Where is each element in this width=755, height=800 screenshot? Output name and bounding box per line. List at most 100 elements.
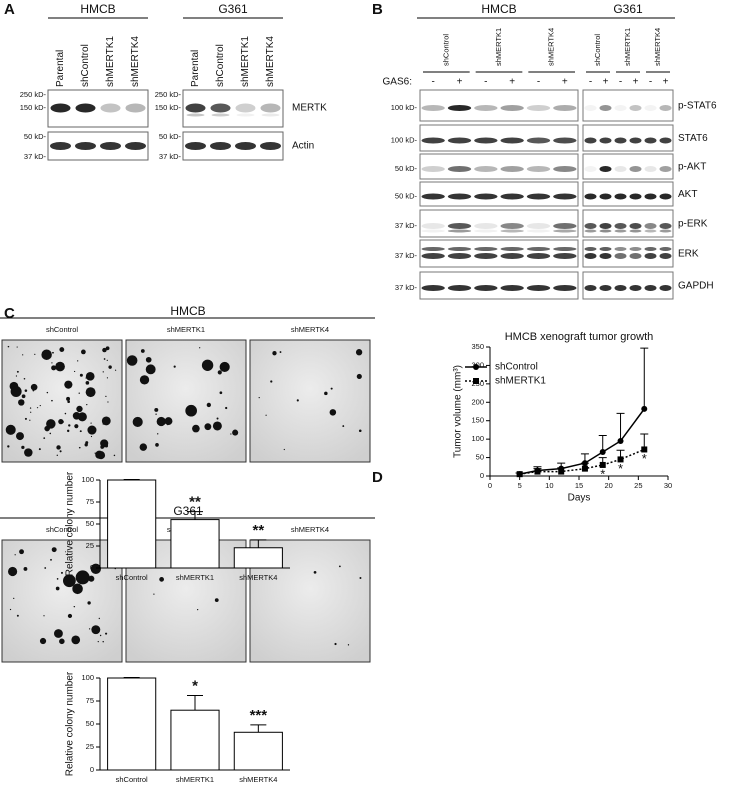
point [599,461,606,468]
colony [79,373,83,377]
band [553,105,577,111]
colony [100,445,105,449]
colony [74,424,79,429]
colony [43,437,46,439]
x-tick-label: shMERTK4 [239,775,277,784]
colony [214,598,219,603]
band [629,223,642,229]
treatment-state: - [484,77,487,88]
colony [85,381,90,385]
band [75,142,96,150]
point [641,446,648,453]
blot [582,271,674,300]
band [644,193,657,200]
bar [107,677,157,771]
row-label: GAPDH [678,281,714,292]
colony [51,399,53,402]
colony [34,353,36,355]
colony [66,429,70,433]
band [599,253,612,259]
x-tick-label: 20 [604,481,612,490]
colony [126,355,138,366]
colony [107,401,109,403]
band [659,105,672,111]
band [644,247,657,251]
band [421,137,445,144]
treatment-state: - [537,77,540,88]
colony [105,346,110,351]
band [500,137,524,144]
y-axis-label: Relative colony number [65,671,76,776]
colony [56,578,59,580]
colony [38,448,41,451]
colony [16,370,19,373]
band [500,229,524,233]
colony [91,625,101,635]
band [553,166,577,172]
colony [139,443,148,451]
size-marker: 150 kD- [20,103,47,112]
colony [78,392,80,394]
x-tick-label: 5 [518,481,522,490]
colony [16,432,24,441]
band [474,105,498,111]
band [614,137,627,144]
band [599,247,612,251]
colony [167,424,169,426]
size-marker: 100 kD- [391,135,418,144]
colony [88,628,91,630]
band [644,285,657,291]
band [50,103,71,113]
colony [54,629,63,638]
group-title: G361 [173,504,203,518]
colony [283,448,285,451]
colony [87,425,97,435]
treatment-state: + [603,77,609,88]
colony [84,443,88,447]
lane-label: Parental [55,50,66,87]
band [584,166,597,172]
size-marker: 50 kD- [395,191,418,200]
image-label: shControl [46,325,78,334]
colony [51,547,57,553]
band [260,142,281,150]
band [500,253,524,259]
colony [58,418,64,425]
colony [36,407,39,409]
band [599,105,612,111]
y-tick-label: 0 [480,471,484,480]
band [474,247,498,251]
band [236,113,255,117]
lane-label: shControl [441,34,450,66]
significance: *** [250,707,268,724]
band [584,193,597,200]
lane-label: shMERTK4 [265,36,276,87]
colony [197,608,199,611]
colony [21,394,26,399]
x-tick-label: shControl [116,775,148,784]
band [447,247,472,251]
blot [419,239,579,268]
bar [170,519,220,569]
colony [102,423,105,425]
colony [7,345,10,348]
band [210,142,231,150]
treatment-state: - [589,77,592,88]
colony [102,640,104,643]
point [581,465,588,472]
bar [233,731,283,771]
colony [49,432,52,435]
size-marker: 50 kD- [159,132,182,141]
colony [270,380,273,383]
colony [296,399,299,402]
colony [98,617,100,620]
band [599,137,612,144]
lane-label: shMERTK4 [547,28,556,66]
colony [60,571,63,574]
colony [10,385,22,397]
significance: * [642,451,647,466]
band [526,223,551,229]
colony [97,641,99,643]
band [210,103,231,113]
colony [9,608,12,611]
